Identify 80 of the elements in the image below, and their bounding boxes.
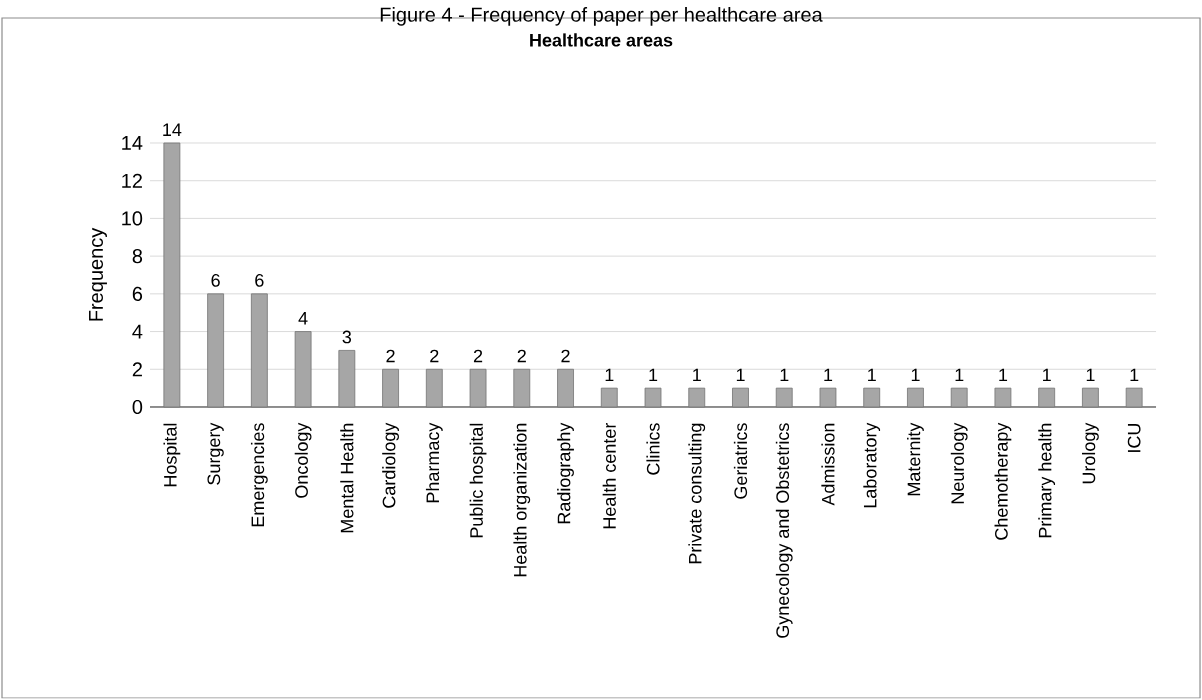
x-tick-label: Private consulting — [688, 423, 706, 564]
data-label: 6 — [211, 274, 220, 287]
x-tick-label: Oncology — [294, 422, 312, 498]
bar — [294, 331, 312, 408]
y-tick-label: 0 — [132, 399, 143, 415]
x-tick-label: Health center — [602, 422, 616, 529]
data-label: 1 — [1043, 368, 1051, 382]
bar — [907, 387, 924, 408]
bar — [600, 387, 618, 408]
y-tick-label: 2 — [132, 362, 142, 377]
bar — [1125, 387, 1143, 408]
data-label: 1 — [999, 368, 1008, 382]
bar — [557, 368, 574, 408]
bar — [950, 387, 968, 408]
y-tick-label: 10 — [122, 211, 143, 226]
x-tick-label: Urology — [1082, 422, 1099, 484]
x-tick-label: Clinics — [646, 423, 660, 475]
data-label: 1 — [1130, 368, 1139, 382]
x-tick-label: Geriatrics — [733, 423, 748, 499]
x-tick-label: Gynecology and Obstetrics — [775, 423, 793, 638]
x-tick-label: Mental Health — [340, 423, 354, 533]
x-tick-label: Public hospital — [469, 423, 487, 538]
x-tick-label: Neurology — [950, 422, 968, 504]
data-label: 14 — [163, 123, 182, 136]
chart-title: Figure 4 - Frequency of paper per healthcare area — [380, 7, 823, 26]
y-tick-label: 4 — [132, 324, 143, 339]
bar — [163, 142, 181, 408]
data-label: 1 — [911, 368, 920, 382]
bar — [775, 387, 793, 408]
bar — [994, 387, 1012, 408]
y-tick-label: 12 — [122, 173, 142, 188]
data-label: 2 — [473, 349, 483, 363]
x-tick-label: Surgery — [207, 422, 224, 485]
x-tick-label: Pharmacy — [425, 422, 443, 503]
y-tick-label: 14 — [122, 136, 143, 150]
y-tick-label: 6 — [132, 286, 143, 301]
data-label: 2 — [386, 349, 395, 363]
data-label: 2 — [561, 349, 570, 363]
data-label: 6 — [255, 274, 264, 287]
bar — [425, 368, 443, 408]
bar — [382, 368, 399, 408]
bar — [644, 387, 662, 408]
bar — [1038, 387, 1056, 408]
bar — [207, 293, 225, 408]
bar — [338, 350, 356, 408]
x-tick-label: Health organization — [513, 423, 531, 577]
data-label: 1 — [868, 368, 876, 382]
x-tick-label: Radiography — [557, 422, 574, 524]
x-tick-label: Maternity — [907, 422, 924, 496]
x-tick-label: Primary health — [1038, 423, 1056, 538]
data-label: 1 — [736, 368, 745, 382]
y-axis-title: Frequency — [89, 227, 107, 321]
data-label: 1 — [955, 368, 964, 382]
x-tick-label: Chemotherapy — [994, 422, 1012, 540]
bar — [863, 387, 881, 408]
bar — [819, 387, 837, 408]
bar — [688, 387, 706, 408]
bar — [732, 387, 749, 408]
chart-subtitle: Healthcare areas — [530, 33, 673, 47]
data-label: 1 — [605, 368, 614, 382]
x-tick-label: Cardiology — [382, 422, 399, 508]
data-label: 1 — [1086, 368, 1095, 382]
data-label: 1 — [780, 368, 789, 382]
bar — [1082, 387, 1099, 408]
x-tick-label: Hospital — [163, 423, 181, 487]
data-label: 1 — [649, 368, 658, 382]
data-label: 4 — [298, 312, 308, 325]
x-tick-label: Laboratory — [863, 422, 881, 508]
data-label: 3 — [342, 330, 352, 344]
bar — [250, 293, 268, 408]
data-label: 1 — [824, 368, 833, 382]
x-tick-label: Admission — [821, 423, 835, 506]
bar — [513, 368, 531, 408]
data-label: 1 — [693, 368, 701, 382]
y-tick-label: 8 — [132, 249, 143, 264]
x-tick-label: ICU — [1127, 423, 1141, 452]
data-label: 2 — [430, 349, 439, 363]
x-tick-label: Emergencies — [250, 423, 268, 527]
data-label: 2 — [517, 349, 526, 363]
bar — [469, 368, 487, 408]
